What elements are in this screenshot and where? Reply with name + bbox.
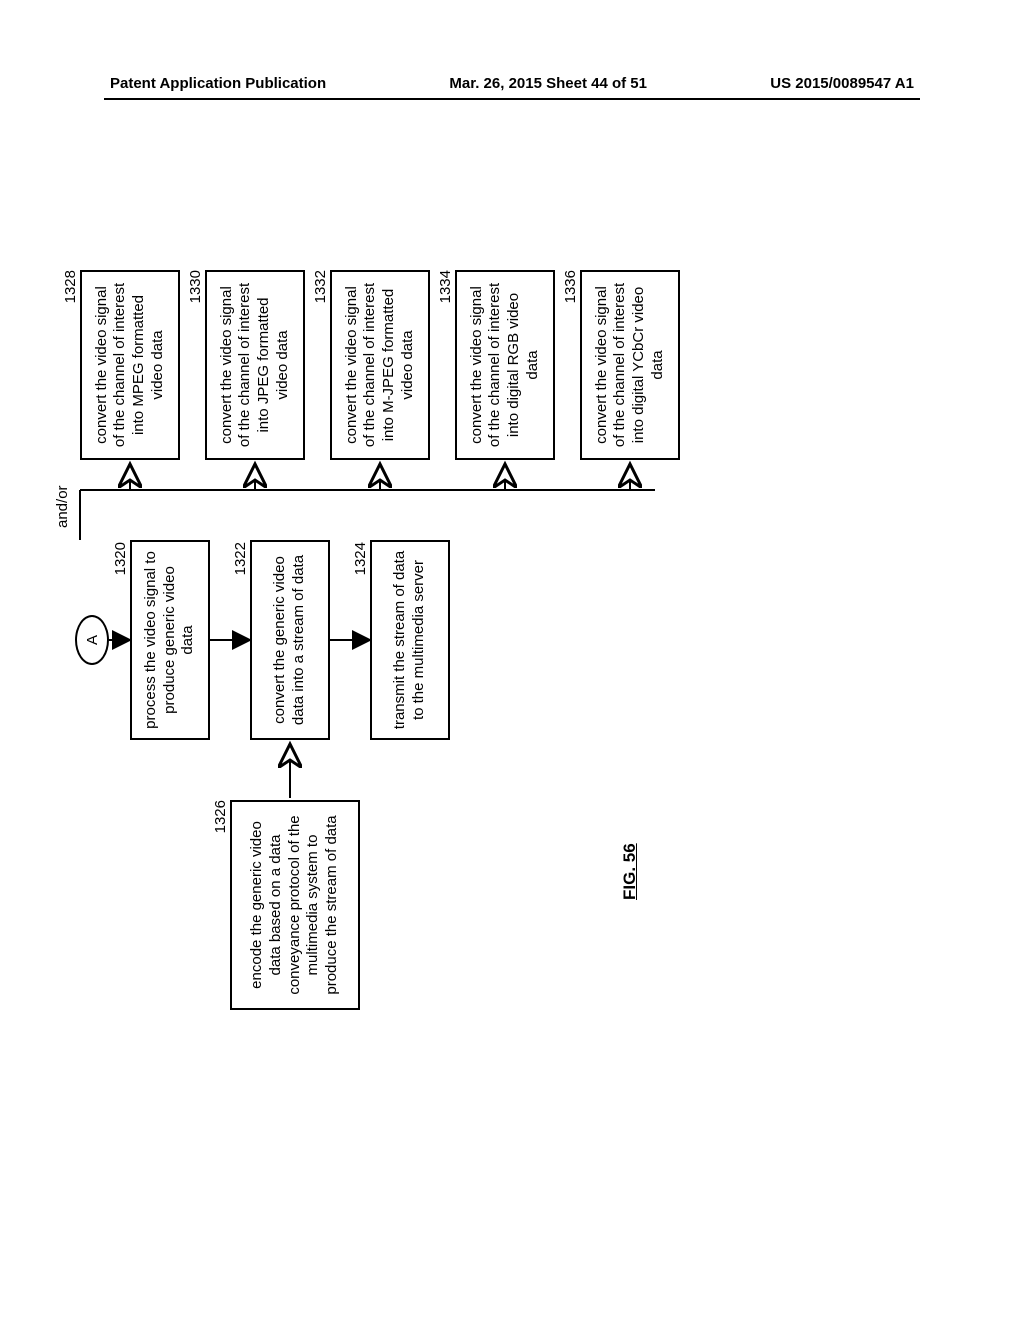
convert-stream-box-text: convert the generic video data into a st… [271, 550, 309, 730]
header-center: Mar. 26, 2015 Sheet 44 of 51 [449, 75, 647, 92]
box-id-1326: 1326 [212, 800, 229, 848]
encode-box-text: encode the generic video data based on a… [248, 810, 342, 1000]
box-id-1320: 1320 [112, 542, 129, 590]
mpeg-box-text: convert the video signal of the channel … [93, 280, 168, 450]
mjpeg-box-text: convert the video signal of the channel … [343, 280, 418, 450]
flowchart-diagram: A and/or 1320 process the video signal t… [60, 270, 960, 1030]
transmit-box-text: transmit the stream of data to the multi… [391, 550, 429, 730]
box-id-1334: 1334 [437, 270, 454, 318]
jpeg-box-text: convert the video signal of the channel … [218, 280, 293, 450]
mjpeg-box: convert the video signal of the channel … [330, 270, 430, 460]
header-rule [104, 98, 920, 100]
encode-box: encode the generic video data based on a… [230, 800, 360, 1010]
ycbcr-box-text: convert the video signal of the channel … [593, 280, 668, 450]
box-id-1336: 1336 [562, 270, 579, 318]
box-id-1330: 1330 [187, 270, 204, 318]
mpeg-box: convert the video signal of the channel … [80, 270, 180, 460]
process-box-text: process the video signal to produce gene… [142, 550, 198, 730]
box-id-1328: 1328 [62, 270, 79, 318]
header-left: Patent Application Publication [110, 75, 326, 92]
box-id-1332: 1332 [312, 270, 329, 318]
jpeg-box: convert the video signal of the channel … [205, 270, 305, 460]
page-header: Patent Application Publication Mar. 26, … [0, 75, 1024, 92]
connector-a: A [75, 615, 109, 665]
header-right: US 2015/0089547 A1 [770, 75, 914, 92]
ycbcr-box: convert the video signal of the channel … [580, 270, 680, 460]
figure-label: FIG. 56 [620, 843, 640, 900]
box-id-1324: 1324 [352, 542, 369, 590]
rgb-box: convert the video signal of the channel … [455, 270, 555, 460]
connector-a-label: A [84, 635, 101, 645]
box-id-1322: 1322 [232, 542, 249, 590]
andor-label: and/or [54, 485, 71, 528]
transmit-box: transmit the stream of data to the multi… [370, 540, 450, 740]
process-box: process the video signal to produce gene… [130, 540, 210, 740]
rgb-box-text: convert the video signal of the channel … [468, 280, 543, 450]
convert-stream-box: convert the generic video data into a st… [250, 540, 330, 740]
